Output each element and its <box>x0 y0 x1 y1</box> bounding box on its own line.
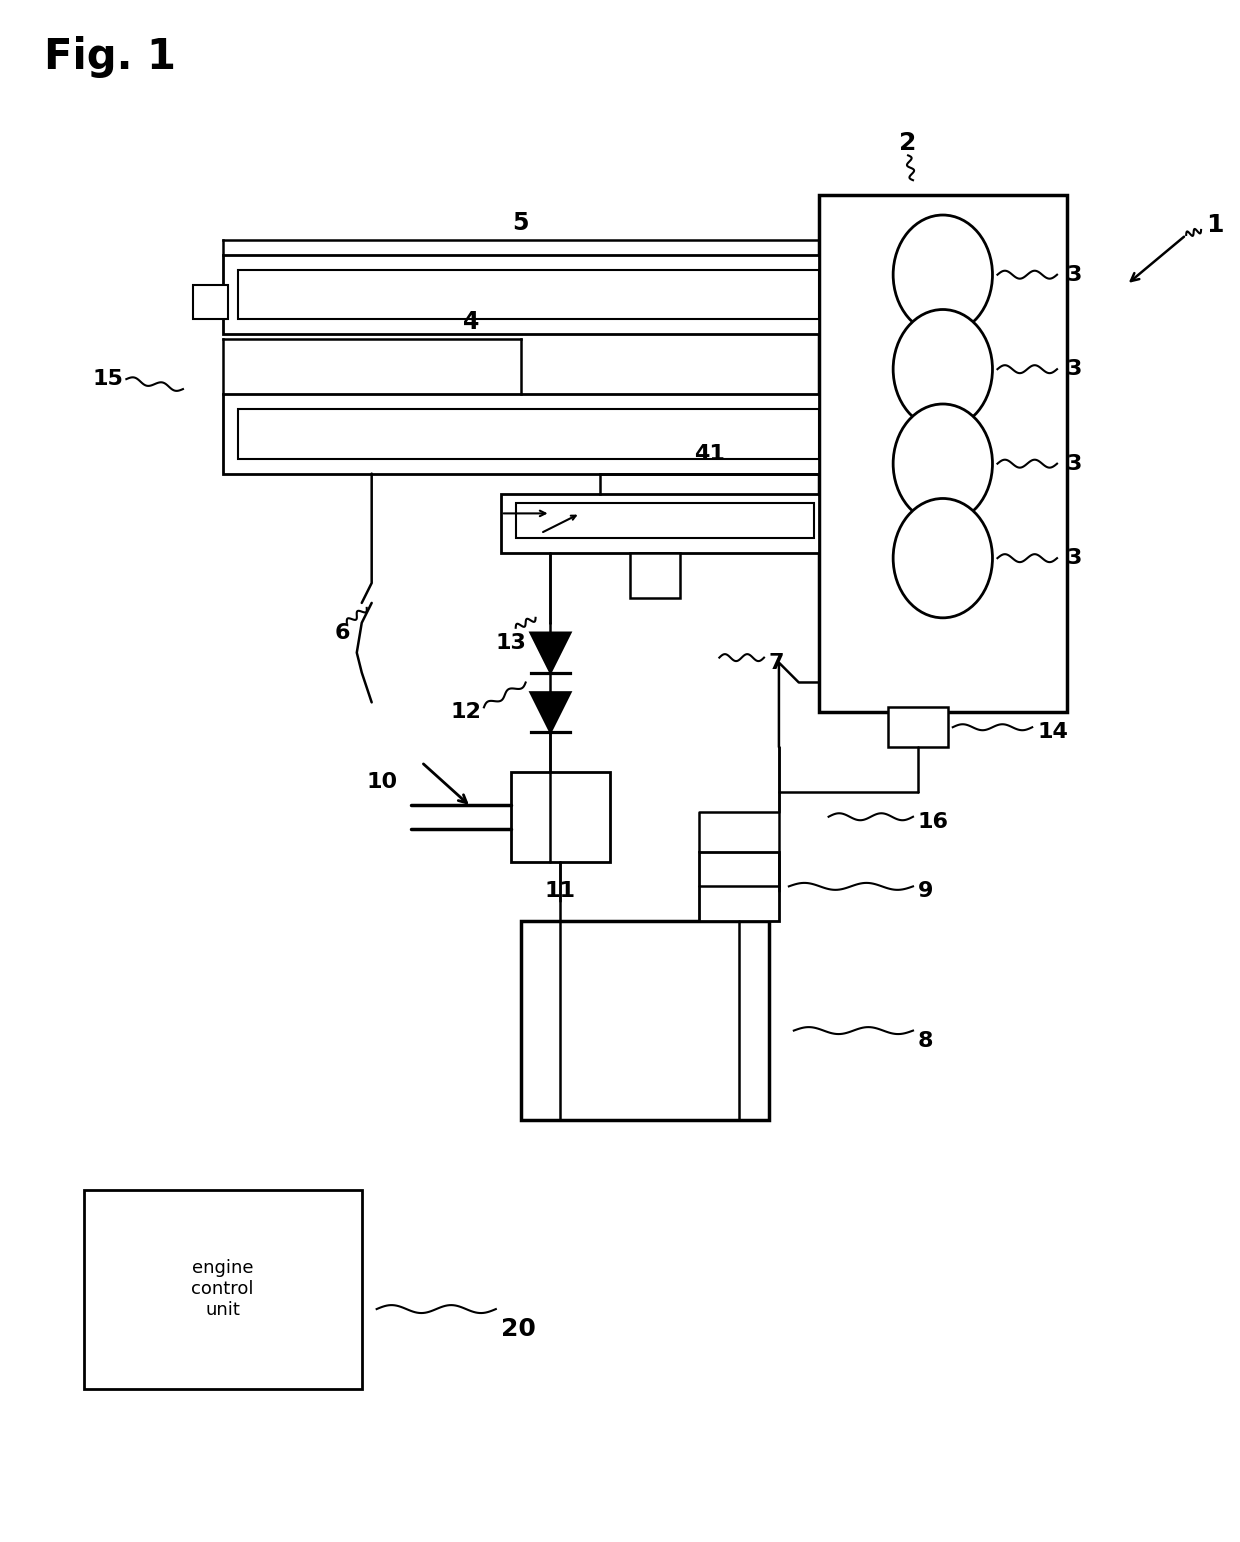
Text: 3: 3 <box>1066 547 1083 567</box>
Bar <box>699 851 779 921</box>
Text: 3: 3 <box>1066 359 1083 379</box>
Text: 11: 11 <box>544 882 575 902</box>
Ellipse shape <box>893 404 992 523</box>
Bar <box>223 395 818 473</box>
Bar <box>521 921 769 1119</box>
Text: 13: 13 <box>495 632 526 652</box>
Text: 2: 2 <box>899 131 916 156</box>
Text: 7: 7 <box>769 652 785 672</box>
Text: 6: 6 <box>334 623 350 643</box>
Text: 41: 41 <box>694 444 725 464</box>
Bar <box>511 773 610 862</box>
Text: 20: 20 <box>501 1317 536 1342</box>
Bar <box>516 503 813 538</box>
Bar <box>630 554 680 598</box>
Polygon shape <box>531 632 570 672</box>
Bar <box>888 708 947 748</box>
Text: 9: 9 <box>918 882 934 902</box>
Ellipse shape <box>893 310 992 429</box>
Ellipse shape <box>893 214 992 335</box>
Text: Fig. 1: Fig. 1 <box>43 35 176 79</box>
Text: 3: 3 <box>1066 453 1083 473</box>
Ellipse shape <box>893 498 992 618</box>
Text: 4: 4 <box>463 310 479 335</box>
Bar <box>818 196 1066 712</box>
Text: 15: 15 <box>93 369 123 389</box>
Bar <box>238 409 818 458</box>
Text: 16: 16 <box>918 811 949 831</box>
Bar <box>223 254 818 335</box>
Bar <box>501 493 818 554</box>
Text: 5: 5 <box>512 211 529 234</box>
Text: 12: 12 <box>450 702 481 722</box>
Text: engine
control
unit: engine control unit <box>191 1260 254 1318</box>
Text: 10: 10 <box>366 773 397 793</box>
Bar <box>238 270 818 319</box>
Text: 14: 14 <box>1037 722 1068 742</box>
Bar <box>83 1190 362 1389</box>
Text: 1: 1 <box>1207 213 1224 237</box>
Bar <box>193 285 228 319</box>
Polygon shape <box>531 692 570 732</box>
Text: 3: 3 <box>1066 265 1083 285</box>
Text: 8: 8 <box>918 1030 934 1050</box>
